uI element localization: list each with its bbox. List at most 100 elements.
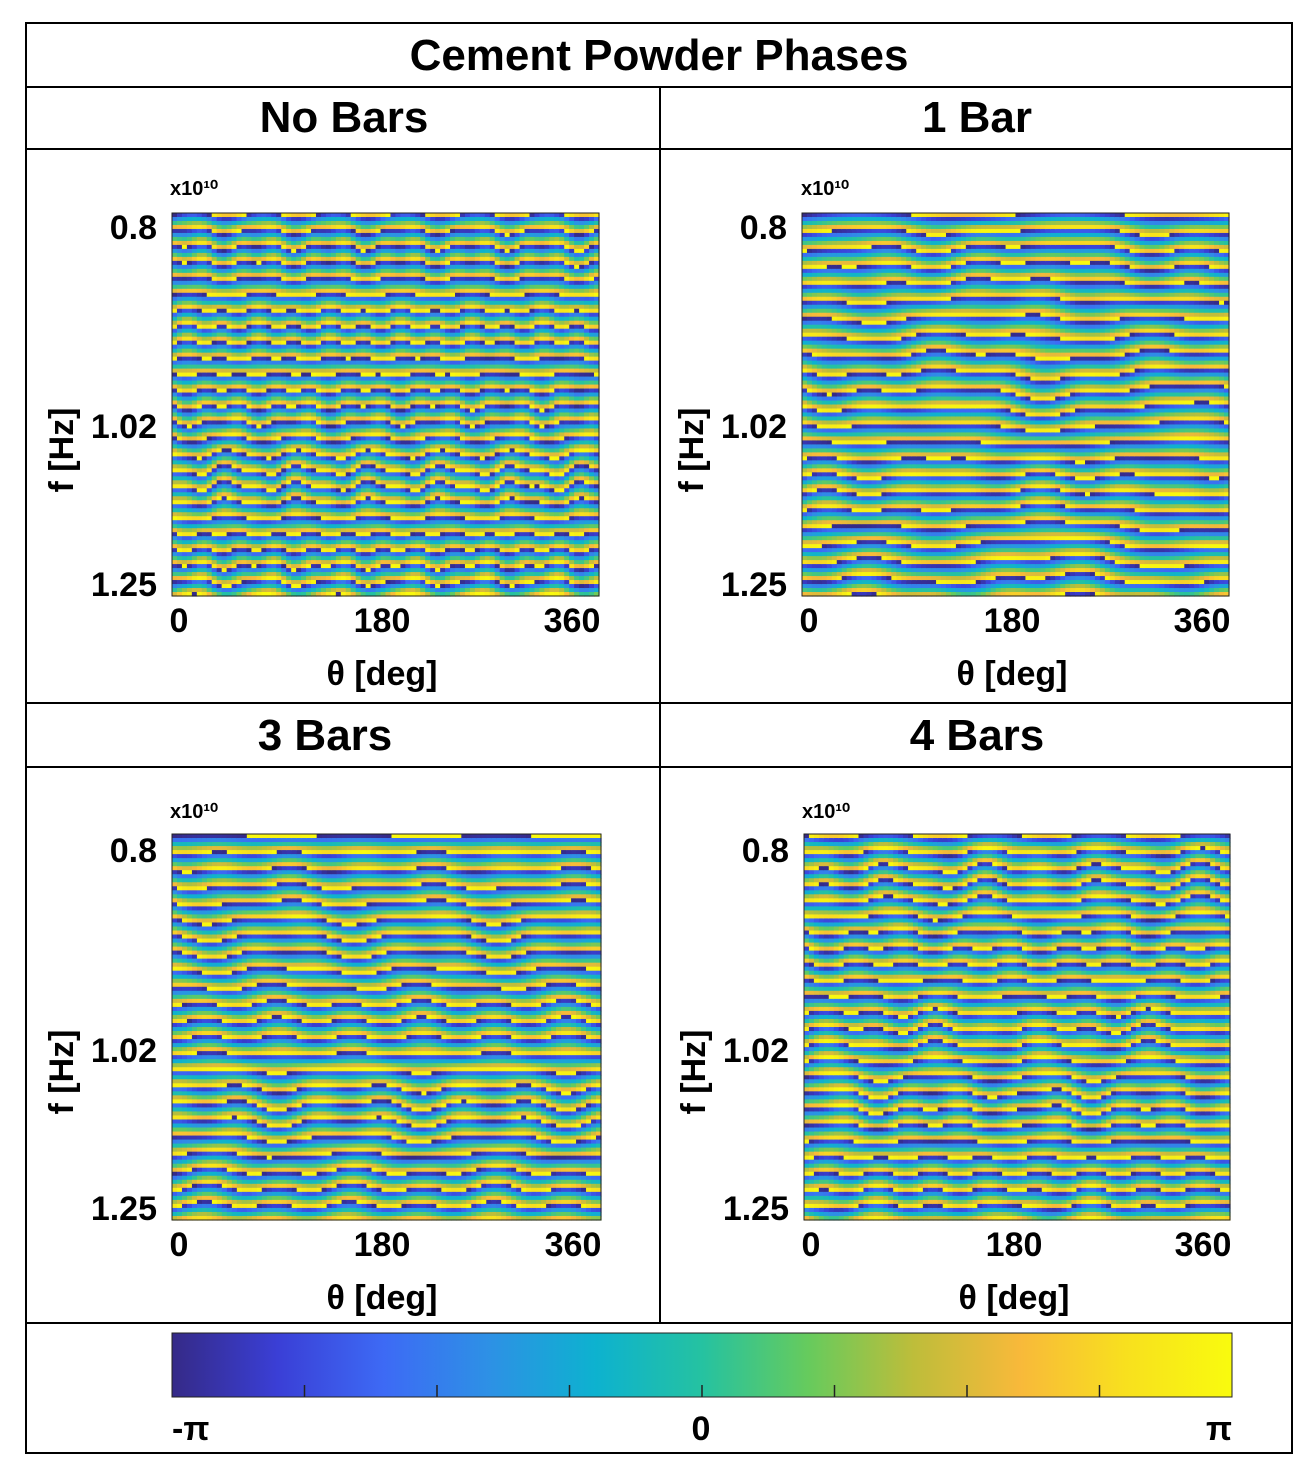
heatmap-cell bbox=[365, 388, 372, 394]
heatmap-cell bbox=[261, 256, 267, 262]
heatmap-cell bbox=[365, 420, 372, 426]
heatmap-cell bbox=[420, 452, 426, 457]
heatmap-cell bbox=[206, 588, 213, 593]
heatmap-cell bbox=[172, 444, 178, 449]
heatmap-cell bbox=[335, 292, 342, 298]
heatmap-cell bbox=[176, 480, 183, 485]
heatmap-cell bbox=[330, 252, 337, 258]
heatmap-cell bbox=[370, 540, 377, 545]
heatmap-cell bbox=[246, 228, 253, 234]
heatmap-cell bbox=[340, 540, 347, 545]
heatmap-cell bbox=[360, 392, 367, 398]
heatmap-cell bbox=[291, 552, 297, 557]
heatmap-cell bbox=[251, 448, 258, 453]
heatmap-cell bbox=[410, 336, 416, 342]
heatmap-cell bbox=[286, 516, 292, 521]
heatmap-cell bbox=[375, 320, 382, 326]
heatmap-cell bbox=[256, 548, 262, 553]
heatmap-cell bbox=[276, 484, 282, 489]
heatmap-cell bbox=[271, 224, 277, 230]
heatmap-cell bbox=[306, 213, 312, 218]
heatmap-cell bbox=[226, 236, 233, 242]
heatmap-cell bbox=[181, 240, 188, 246]
heatmap-cell bbox=[296, 260, 302, 266]
heatmap-cell bbox=[415, 424, 421, 430]
heatmap-cell bbox=[291, 456, 297, 461]
heatmap-cell bbox=[176, 284, 183, 290]
heatmap-cell bbox=[420, 564, 426, 569]
heatmap-cell bbox=[365, 284, 372, 290]
heatmap-cell bbox=[256, 444, 262, 449]
heatmap-cell bbox=[261, 544, 267, 549]
heatmap-cell bbox=[211, 480, 218, 485]
heatmap-cell bbox=[395, 436, 401, 442]
heatmap-cell bbox=[320, 540, 327, 545]
heatmap-cell bbox=[385, 588, 392, 593]
heatmap-cell bbox=[365, 352, 372, 358]
heatmap-cell bbox=[301, 272, 307, 278]
heatmap-cell bbox=[176, 336, 183, 342]
heatmap-cell bbox=[425, 524, 431, 529]
heatmap-cell bbox=[251, 532, 258, 537]
heatmap-cell bbox=[410, 260, 416, 266]
heatmap-cell bbox=[335, 344, 342, 350]
heatmap-cell bbox=[320, 336, 327, 342]
heatmap-cell bbox=[206, 336, 213, 342]
heatmap-cell bbox=[246, 564, 253, 569]
heatmap-cell bbox=[206, 500, 213, 505]
heatmap-cell bbox=[390, 564, 397, 569]
heatmap-cell bbox=[246, 268, 253, 274]
heatmap-cell bbox=[172, 428, 178, 434]
heatmap-cell bbox=[325, 340, 332, 346]
heatmap-cell bbox=[420, 280, 426, 286]
heatmap-cell bbox=[360, 564, 367, 569]
heatmap-cell bbox=[241, 428, 248, 434]
heatmap-cell bbox=[395, 352, 401, 358]
heatmap-cell bbox=[286, 328, 292, 334]
heatmap-cell bbox=[261, 404, 267, 410]
heatmap-cell bbox=[251, 276, 258, 282]
heatmap-cell bbox=[345, 444, 352, 449]
heatmap-cell bbox=[172, 420, 178, 426]
heatmap-cell bbox=[271, 364, 277, 370]
heatmap-cell bbox=[281, 440, 287, 445]
heatmap-cell bbox=[221, 400, 228, 406]
heatmap-cell bbox=[216, 484, 223, 489]
heatmap-cell bbox=[191, 236, 198, 242]
heatmap-cell bbox=[246, 240, 253, 246]
heatmap-cell bbox=[420, 504, 426, 509]
heatmap-cell bbox=[231, 436, 238, 442]
heatmap-cell bbox=[281, 424, 287, 430]
heatmap-cell bbox=[340, 588, 347, 593]
heatmap-cell bbox=[320, 292, 327, 298]
heatmap-cell bbox=[241, 436, 248, 442]
heatmap-cell bbox=[405, 584, 411, 589]
heatmap-cell bbox=[211, 240, 218, 246]
heatmap-cell bbox=[311, 540, 317, 545]
heatmap-cell bbox=[345, 344, 352, 350]
heatmap-cell bbox=[276, 224, 282, 230]
heatmap-cell bbox=[375, 348, 382, 354]
heatmap-cell bbox=[355, 464, 362, 469]
heatmap-cell bbox=[216, 240, 223, 246]
heatmap-cell bbox=[340, 576, 347, 581]
heatmap-cell bbox=[370, 380, 377, 386]
heatmap-cell bbox=[330, 512, 337, 517]
heatmap-cell bbox=[271, 416, 277, 422]
heatmap-cell bbox=[241, 528, 248, 533]
heatmap-cell bbox=[375, 408, 382, 414]
heatmap-cell bbox=[176, 304, 183, 310]
heatmap-cell bbox=[261, 292, 267, 298]
heatmap-cell bbox=[420, 552, 426, 557]
heatmap-cell bbox=[206, 400, 213, 406]
heatmap-cell bbox=[231, 368, 238, 374]
heatmap-cell bbox=[191, 348, 198, 354]
heatmap-cell bbox=[425, 288, 431, 294]
heatmap-cell bbox=[266, 448, 272, 453]
heatmap-cell bbox=[211, 260, 218, 266]
heatmap-cell bbox=[172, 584, 178, 589]
heatmap-cell bbox=[231, 280, 238, 286]
heatmap-cell bbox=[425, 548, 431, 553]
heatmap-cell bbox=[350, 532, 357, 537]
heatmap-cell bbox=[405, 216, 411, 222]
